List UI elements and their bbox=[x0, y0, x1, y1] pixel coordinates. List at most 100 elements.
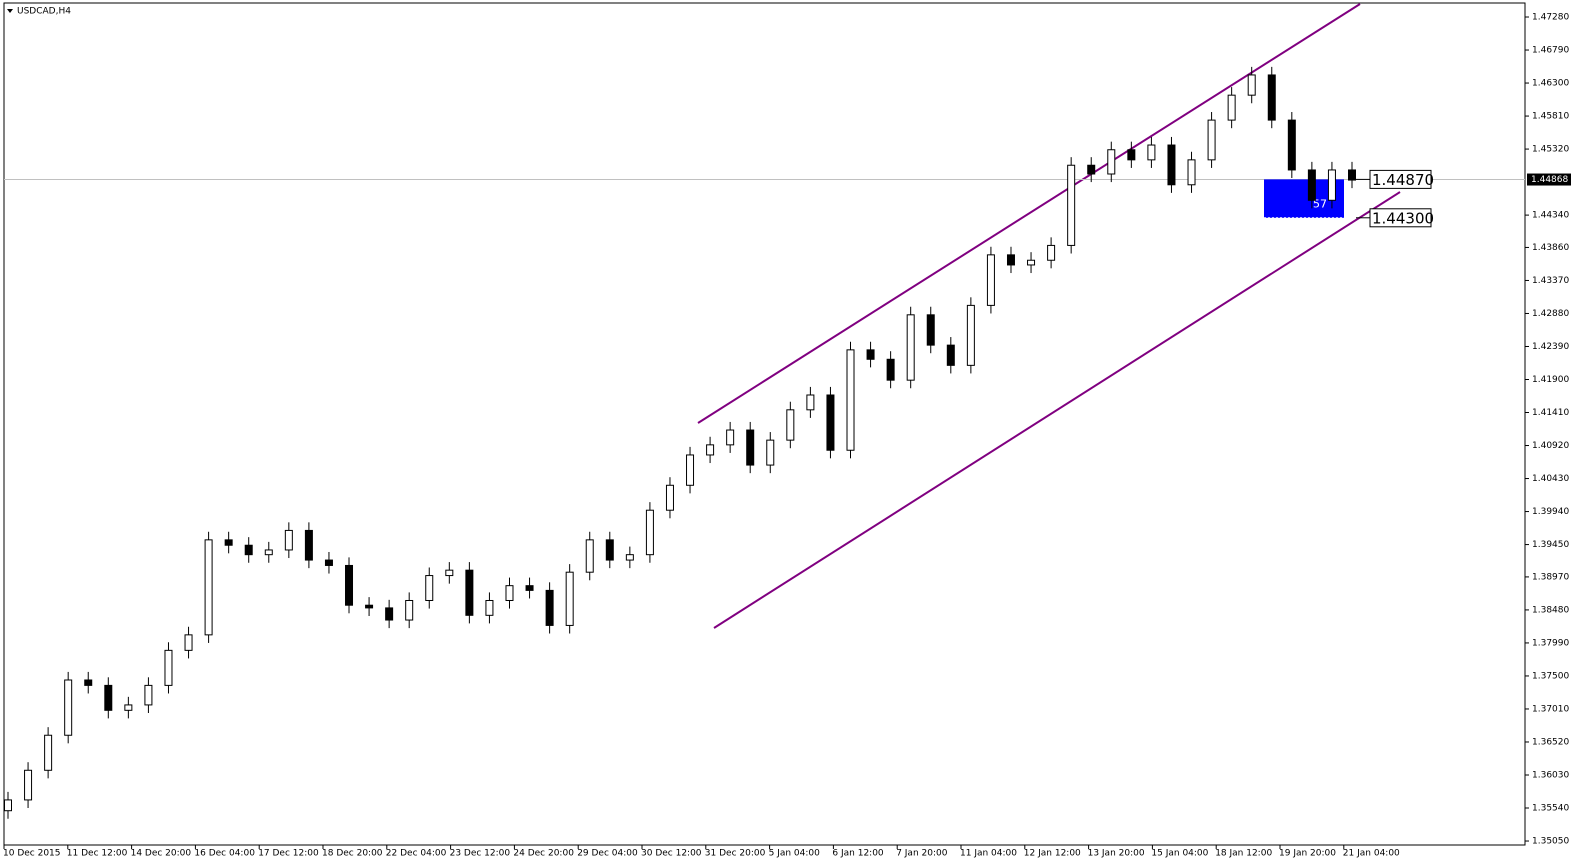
y-tick-label: 1.45320 bbox=[1532, 145, 1569, 155]
candle-body bbox=[605, 539, 614, 561]
x-tick-label: 17 Dec 12:00 bbox=[258, 849, 319, 859]
y-tick-label: 1.39450 bbox=[1532, 540, 1569, 550]
y-tick-label: 1.35050 bbox=[1532, 837, 1569, 847]
candle-body bbox=[465, 569, 474, 616]
candle-body bbox=[1047, 244, 1056, 261]
candle-body bbox=[826, 394, 835, 451]
y-tick-label: 1.40430 bbox=[1532, 474, 1569, 484]
channel-upper bbox=[697, 3, 1361, 424]
candle-body bbox=[304, 529, 313, 561]
candle-body bbox=[405, 599, 414, 621]
level-tag bbox=[1369, 169, 1432, 189]
y-tick-label: 1.35540 bbox=[1532, 804, 1569, 814]
candle-body bbox=[425, 575, 434, 601]
candle-body bbox=[665, 484, 674, 511]
y-tick-label: 1.43370 bbox=[1532, 276, 1569, 286]
candle-body bbox=[1147, 144, 1156, 161]
candle-body bbox=[1127, 149, 1136, 161]
x-tick-label: 7 Jan 20:00 bbox=[896, 849, 948, 859]
channel-lower bbox=[713, 191, 1401, 629]
x-tick-label: 30 Dec 12:00 bbox=[641, 849, 702, 859]
candle-body bbox=[686, 454, 695, 486]
candle-body bbox=[1307, 169, 1316, 201]
candle-body bbox=[1027, 259, 1036, 266]
y-tick-label: 1.41410 bbox=[1532, 408, 1569, 418]
x-tick-label: 22 Dec 04:00 bbox=[386, 849, 447, 859]
x-tick-label: 14 Dec 20:00 bbox=[131, 849, 192, 859]
y-tick-label: 1.42880 bbox=[1532, 309, 1569, 319]
candle-body bbox=[1087, 164, 1096, 175]
y-tick-label: 1.47280 bbox=[1532, 13, 1569, 23]
candle-body bbox=[866, 349, 875, 360]
x-tick-label: 12 Jan 12:00 bbox=[1024, 849, 1081, 859]
y-tick-label: 1.46300 bbox=[1532, 79, 1569, 89]
level-tag bbox=[1369, 208, 1432, 228]
candle-body bbox=[525, 585, 534, 591]
x-tick-label: 15 Jan 04:00 bbox=[1151, 849, 1208, 859]
candle-body bbox=[1167, 144, 1176, 186]
candle-body bbox=[906, 314, 915, 381]
x-tick-label: 24 Dec 20:00 bbox=[513, 849, 574, 859]
y-tick-label: 1.38970 bbox=[1532, 572, 1569, 582]
y-tick-label: 1.37500 bbox=[1532, 671, 1569, 681]
y-tick-label: 1.42390 bbox=[1532, 342, 1569, 352]
candle-body bbox=[726, 429, 735, 446]
x-tick-label: 29 Dec 04:00 bbox=[577, 849, 638, 859]
candle-body bbox=[244, 544, 253, 556]
y-tick-label: 1.43860 bbox=[1532, 243, 1569, 253]
candle-body bbox=[766, 439, 775, 466]
x-tick-label: 21 Jan 04:00 bbox=[1343, 849, 1400, 859]
candle-body bbox=[224, 539, 233, 546]
candle-body bbox=[625, 554, 634, 561]
y-tick-label: 1.44340 bbox=[1532, 211, 1569, 221]
candle-body bbox=[124, 704, 133, 711]
candle-body bbox=[445, 569, 454, 577]
y-tick-label: 1.40920 bbox=[1532, 441, 1569, 451]
candle-body bbox=[1227, 94, 1236, 121]
candle-body bbox=[1067, 164, 1076, 246]
candle-body bbox=[505, 585, 514, 601]
current-price-label: 1.44868 bbox=[1531, 175, 1568, 185]
symbol-menu-icon[interactable] bbox=[7, 9, 13, 13]
y-tick-label: 1.36520 bbox=[1532, 737, 1569, 747]
chart-title: USDCAD,H4 bbox=[17, 7, 71, 17]
candle-body bbox=[84, 679, 93, 686]
y-tick-label: 1.45810 bbox=[1532, 112, 1569, 122]
candle-body bbox=[204, 539, 213, 636]
x-tick-label: 13 Jan 20:00 bbox=[1088, 849, 1145, 859]
x-tick-label: 19 Jan 20:00 bbox=[1279, 849, 1336, 859]
candle-body bbox=[786, 409, 795, 441]
y-tick-label: 1.39940 bbox=[1532, 507, 1569, 517]
x-tick-label: 18 Jan 12:00 bbox=[1215, 849, 1272, 859]
x-tick-label: 11 Dec 12:00 bbox=[67, 849, 128, 859]
candle-body bbox=[966, 304, 975, 366]
candle-body bbox=[645, 509, 654, 556]
current-price-tag bbox=[1527, 173, 1571, 186]
x-tick-label: 11 Jan 04:00 bbox=[960, 849, 1017, 859]
candle-body bbox=[846, 349, 855, 451]
candle-body bbox=[485, 599, 494, 616]
level-label: 1.44870 bbox=[1372, 171, 1434, 189]
candle-body bbox=[565, 571, 574, 626]
candle-body bbox=[1006, 254, 1015, 266]
y-tick-label: 1.38480 bbox=[1532, 605, 1569, 615]
candle-body bbox=[385, 607, 394, 621]
x-tick-label: 16 Dec 04:00 bbox=[194, 849, 255, 859]
y-tick-label: 1.41900 bbox=[1532, 375, 1569, 385]
level-label: 1.44300 bbox=[1372, 209, 1434, 227]
candle-body bbox=[1327, 169, 1336, 201]
candle-body bbox=[184, 634, 193, 651]
candle-body bbox=[545, 589, 554, 626]
candle-body bbox=[1247, 74, 1256, 96]
candle-body bbox=[1287, 119, 1296, 171]
x-tick-label: 5 Jan 04:00 bbox=[769, 849, 821, 859]
candle-body bbox=[1107, 149, 1116, 175]
candle-body bbox=[324, 559, 333, 566]
candle-body bbox=[1348, 169, 1356, 181]
candle-body bbox=[44, 734, 53, 771]
candle-body bbox=[164, 649, 173, 686]
x-tick-label: 18 Dec 20:00 bbox=[322, 849, 383, 859]
candle-body bbox=[24, 769, 33, 801]
plot-frame bbox=[3, 2, 1526, 846]
